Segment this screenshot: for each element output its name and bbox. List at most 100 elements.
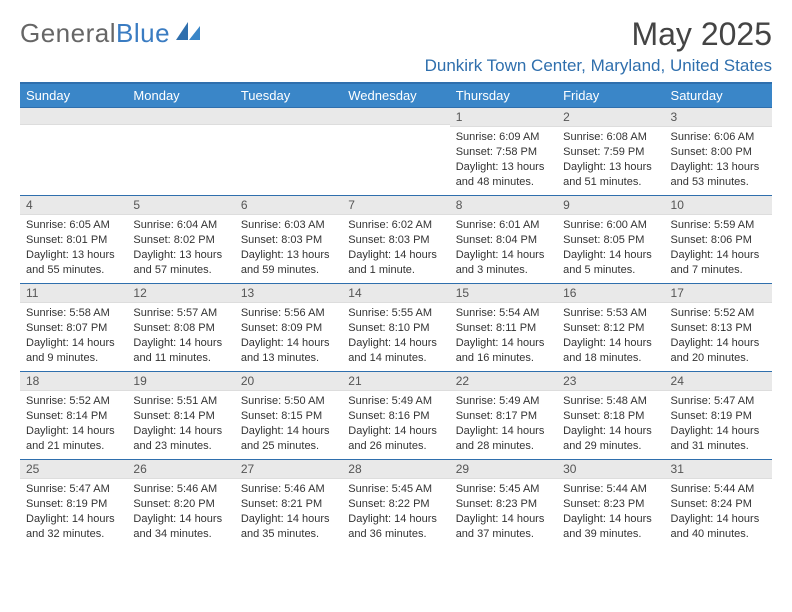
day-number: 6	[235, 196, 342, 215]
day-number: 24	[665, 372, 772, 391]
daylight-text: Daylight: 14 hours and 23 minutes.	[133, 424, 228, 454]
day-details: Sunrise: 5:54 AMSunset: 8:11 PMDaylight:…	[450, 303, 557, 369]
calendar-cell: 3Sunrise: 6:06 AMSunset: 8:00 PMDaylight…	[665, 108, 772, 196]
calendar-cell: 31Sunrise: 5:44 AMSunset: 8:24 PMDayligh…	[665, 460, 772, 548]
sunrise-text: Sunrise: 5:45 AM	[456, 482, 551, 497]
day-number: 20	[235, 372, 342, 391]
sunrise-text: Sunrise: 5:54 AM	[456, 306, 551, 321]
sunset-text: Sunset: 8:22 PM	[348, 497, 443, 512]
sunrise-text: Sunrise: 5:44 AM	[563, 482, 658, 497]
daylight-text: Daylight: 14 hours and 31 minutes.	[671, 424, 766, 454]
day-number: 11	[20, 284, 127, 303]
daylight-text: Daylight: 14 hours and 20 minutes.	[671, 336, 766, 366]
sunset-text: Sunset: 8:08 PM	[133, 321, 228, 336]
sunset-text: Sunset: 8:18 PM	[563, 409, 658, 424]
daylight-text: Daylight: 14 hours and 29 minutes.	[563, 424, 658, 454]
day-header: Sunday	[20, 83, 127, 108]
day-number: 4	[20, 196, 127, 215]
sunrise-text: Sunrise: 5:52 AM	[26, 394, 121, 409]
daylight-text: Daylight: 14 hours and 5 minutes.	[563, 248, 658, 278]
calendar-cell: 9Sunrise: 6:00 AMSunset: 8:05 PMDaylight…	[557, 196, 664, 284]
calendar-cell: 29Sunrise: 5:45 AMSunset: 8:23 PMDayligh…	[450, 460, 557, 548]
day-details: Sunrise: 5:52 AMSunset: 8:14 PMDaylight:…	[20, 391, 127, 457]
day-number: 1	[450, 108, 557, 127]
day-details: Sunrise: 5:46 AMSunset: 8:20 PMDaylight:…	[127, 479, 234, 545]
day-number: 25	[20, 460, 127, 479]
day-number: 17	[665, 284, 772, 303]
sunset-text: Sunset: 8:02 PM	[133, 233, 228, 248]
day-details: Sunrise: 5:47 AMSunset: 8:19 PMDaylight:…	[20, 479, 127, 545]
daylight-text: Daylight: 13 hours and 53 minutes.	[671, 160, 766, 190]
daylight-text: Daylight: 14 hours and 35 minutes.	[241, 512, 336, 542]
logo-sail-icon	[174, 18, 202, 49]
day-details: Sunrise: 6:02 AMSunset: 8:03 PMDaylight:…	[342, 215, 449, 281]
calendar-cell: 8Sunrise: 6:01 AMSunset: 8:04 PMDaylight…	[450, 196, 557, 284]
sunset-text: Sunset: 8:23 PM	[563, 497, 658, 512]
sunset-text: Sunset: 8:03 PM	[348, 233, 443, 248]
daylight-text: Daylight: 14 hours and 18 minutes.	[563, 336, 658, 366]
daylight-text: Daylight: 13 hours and 48 minutes.	[456, 160, 551, 190]
day-number: 3	[665, 108, 772, 127]
calendar-cell: 7Sunrise: 6:02 AMSunset: 8:03 PMDaylight…	[342, 196, 449, 284]
day-number: 30	[557, 460, 664, 479]
calendar-cell: 6Sunrise: 6:03 AMSunset: 8:03 PMDaylight…	[235, 196, 342, 284]
calendar-cell: 13Sunrise: 5:56 AMSunset: 8:09 PMDayligh…	[235, 284, 342, 372]
day-number: 16	[557, 284, 664, 303]
day-details: Sunrise: 5:46 AMSunset: 8:21 PMDaylight:…	[235, 479, 342, 545]
day-details: Sunrise: 5:51 AMSunset: 8:14 PMDaylight:…	[127, 391, 234, 457]
calendar-cell: 21Sunrise: 5:49 AMSunset: 8:16 PMDayligh…	[342, 372, 449, 460]
sunrise-text: Sunrise: 5:47 AM	[671, 394, 766, 409]
day-details: Sunrise: 6:06 AMSunset: 8:00 PMDaylight:…	[665, 127, 772, 193]
day-number: 9	[557, 196, 664, 215]
sunset-text: Sunset: 8:24 PM	[671, 497, 766, 512]
day-details: Sunrise: 6:03 AMSunset: 8:03 PMDaylight:…	[235, 215, 342, 281]
day-number	[235, 108, 342, 125]
daylight-text: Daylight: 14 hours and 26 minutes.	[348, 424, 443, 454]
day-details: Sunrise: 5:49 AMSunset: 8:16 PMDaylight:…	[342, 391, 449, 457]
sunrise-text: Sunrise: 5:46 AM	[241, 482, 336, 497]
calendar-cell: 11Sunrise: 5:58 AMSunset: 8:07 PMDayligh…	[20, 284, 127, 372]
calendar-cell: 17Sunrise: 5:52 AMSunset: 8:13 PMDayligh…	[665, 284, 772, 372]
day-details: Sunrise: 6:05 AMSunset: 8:01 PMDaylight:…	[20, 215, 127, 281]
page-header: GeneralBlue May 2025 Dunkirk Town Center…	[20, 18, 772, 76]
title-block: May 2025 Dunkirk Town Center, Maryland, …	[425, 18, 772, 76]
calendar-week: 25Sunrise: 5:47 AMSunset: 8:19 PMDayligh…	[20, 460, 772, 548]
calendar-cell: 4Sunrise: 6:05 AMSunset: 8:01 PMDaylight…	[20, 196, 127, 284]
sunset-text: Sunset: 8:10 PM	[348, 321, 443, 336]
daylight-text: Daylight: 14 hours and 3 minutes.	[456, 248, 551, 278]
sunset-text: Sunset: 8:13 PM	[671, 321, 766, 336]
daylight-text: Daylight: 14 hours and 13 minutes.	[241, 336, 336, 366]
day-details: Sunrise: 6:04 AMSunset: 8:02 PMDaylight:…	[127, 215, 234, 281]
day-number: 5	[127, 196, 234, 215]
day-details: Sunrise: 5:58 AMSunset: 8:07 PMDaylight:…	[20, 303, 127, 369]
sunrise-text: Sunrise: 6:09 AM	[456, 130, 551, 145]
calendar-cell: 30Sunrise: 5:44 AMSunset: 8:23 PMDayligh…	[557, 460, 664, 548]
daylight-text: Daylight: 14 hours and 1 minute.	[348, 248, 443, 278]
sunset-text: Sunset: 8:17 PM	[456, 409, 551, 424]
daylight-text: Daylight: 14 hours and 16 minutes.	[456, 336, 551, 366]
calendar-cell	[20, 108, 127, 196]
daylight-text: Daylight: 13 hours and 59 minutes.	[241, 248, 336, 278]
sunset-text: Sunset: 8:03 PM	[241, 233, 336, 248]
sunrise-text: Sunrise: 6:08 AM	[563, 130, 658, 145]
calendar-cell: 10Sunrise: 5:59 AMSunset: 8:06 PMDayligh…	[665, 196, 772, 284]
daylight-text: Daylight: 14 hours and 9 minutes.	[26, 336, 121, 366]
sunrise-text: Sunrise: 6:02 AM	[348, 218, 443, 233]
daylight-text: Daylight: 14 hours and 11 minutes.	[133, 336, 228, 366]
calendar-cell: 26Sunrise: 5:46 AMSunset: 8:20 PMDayligh…	[127, 460, 234, 548]
day-header: Wednesday	[342, 83, 449, 108]
sunrise-text: Sunrise: 6:00 AM	[563, 218, 658, 233]
calendar-cell: 25Sunrise: 5:47 AMSunset: 8:19 PMDayligh…	[20, 460, 127, 548]
sunrise-text: Sunrise: 5:44 AM	[671, 482, 766, 497]
day-details: Sunrise: 5:44 AMSunset: 8:23 PMDaylight:…	[557, 479, 664, 545]
day-details: Sunrise: 6:08 AMSunset: 7:59 PMDaylight:…	[557, 127, 664, 193]
day-number: 26	[127, 460, 234, 479]
sunrise-text: Sunrise: 5:47 AM	[26, 482, 121, 497]
sunset-text: Sunset: 8:07 PM	[26, 321, 121, 336]
calendar-week: 11Sunrise: 5:58 AMSunset: 8:07 PMDayligh…	[20, 284, 772, 372]
calendar-week: 1Sunrise: 6:09 AMSunset: 7:58 PMDaylight…	[20, 108, 772, 196]
sunrise-text: Sunrise: 5:49 AM	[456, 394, 551, 409]
daylight-text: Daylight: 14 hours and 21 minutes.	[26, 424, 121, 454]
daylight-text: Daylight: 13 hours and 57 minutes.	[133, 248, 228, 278]
sunrise-text: Sunrise: 5:53 AM	[563, 306, 658, 321]
